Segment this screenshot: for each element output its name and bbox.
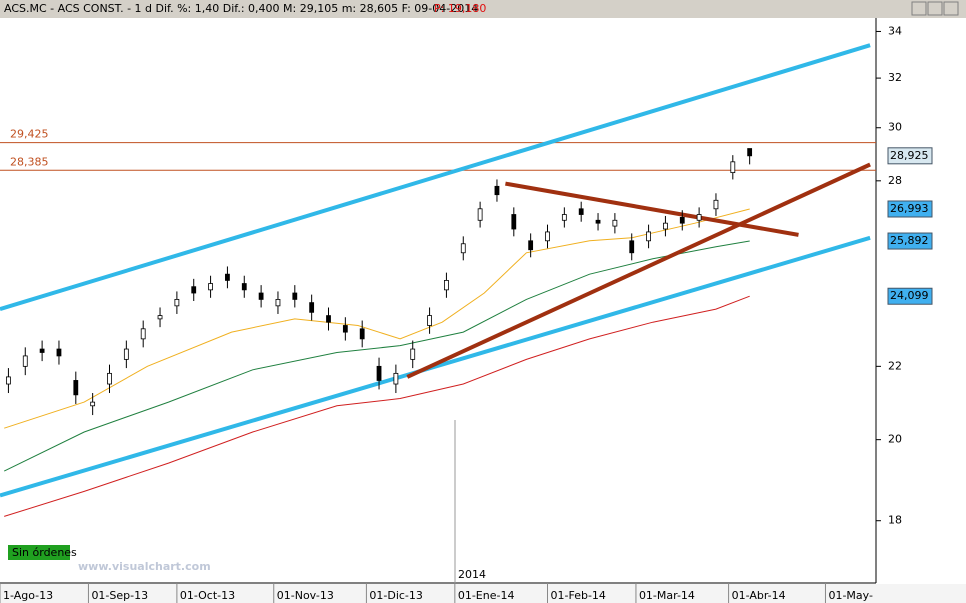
candle-body bbox=[309, 302, 315, 313]
x-tick-label: 1-Ago-13 bbox=[3, 589, 53, 602]
y-tick-label: 18 bbox=[888, 514, 902, 527]
candle-body bbox=[511, 214, 517, 230]
price-marker bbox=[887, 147, 933, 165]
y-tick-label: 28 bbox=[888, 174, 902, 187]
candle-body bbox=[140, 328, 146, 340]
candle-body bbox=[326, 315, 331, 323]
price-marker-label: 26,993 bbox=[890, 202, 929, 215]
candle-body bbox=[629, 240, 635, 254]
candle-body bbox=[494, 185, 500, 196]
price-marker-label: 24,099 bbox=[890, 289, 929, 302]
candle-body bbox=[612, 219, 618, 227]
level-label: 29,425 bbox=[10, 128, 49, 141]
candle-body bbox=[241, 283, 247, 291]
status-text: Sin órdenes bbox=[12, 546, 77, 559]
candle-body bbox=[157, 315, 163, 320]
candle-body bbox=[444, 280, 449, 291]
candle-body bbox=[393, 372, 399, 385]
y-tick-label: 34 bbox=[888, 24, 902, 37]
y-tick-label: 30 bbox=[888, 121, 902, 134]
maximize-button[interactable] bbox=[927, 1, 943, 16]
trend-line bbox=[0, 43, 871, 312]
candle-body bbox=[696, 214, 702, 221]
candle-body bbox=[545, 231, 550, 242]
x-tick-label: 01-Ene-14 bbox=[458, 589, 515, 602]
x-tick-label: 01-Sep-13 bbox=[91, 589, 148, 602]
x-tick-label: 01-Dic-13 bbox=[369, 589, 423, 602]
trend-line bbox=[406, 162, 871, 379]
candle-body bbox=[292, 292, 298, 300]
price-marker-label: 25,892 bbox=[890, 234, 929, 247]
candle-body bbox=[56, 348, 62, 357]
x-tick-label: 01-Abr-14 bbox=[732, 589, 786, 602]
candle-body bbox=[528, 240, 534, 251]
minimize-button[interactable] bbox=[911, 1, 927, 16]
x-tick-label: 01-Oct-13 bbox=[180, 589, 235, 602]
x-tick-label: 01-Feb-14 bbox=[551, 589, 606, 602]
moving-average bbox=[3, 240, 750, 472]
candle-body bbox=[258, 292, 264, 300]
x-tick-label: 01-May- bbox=[828, 589, 873, 602]
candle-body bbox=[713, 199, 719, 210]
candle-body bbox=[174, 299, 180, 307]
trend-line bbox=[0, 235, 871, 498]
title-bar bbox=[0, 0, 966, 18]
candle-body bbox=[22, 355, 28, 367]
candle-body bbox=[73, 380, 79, 396]
title-price: P: 19,180 bbox=[434, 2, 486, 15]
price-marker-label: 28,925 bbox=[890, 149, 929, 162]
chart-title: ACS.MC - ACS CONST. - 1 d Dif. %: 1,40 D… bbox=[4, 2, 478, 15]
price-marker bbox=[887, 287, 933, 305]
x-axis-strip bbox=[0, 584, 966, 603]
candle-body bbox=[107, 372, 112, 385]
candle-body bbox=[460, 243, 466, 254]
candle-body bbox=[561, 214, 567, 221]
y-tick-label: 32 bbox=[888, 71, 902, 84]
candle-body bbox=[225, 273, 230, 281]
candle-body bbox=[747, 148, 753, 157]
candle-body bbox=[410, 348, 416, 360]
y-tick-label: 22 bbox=[888, 359, 902, 372]
year-label: 2014 bbox=[458, 568, 486, 581]
y-tick-label: 20 bbox=[888, 433, 902, 446]
close-button[interactable] bbox=[943, 1, 959, 16]
candle-body bbox=[123, 348, 129, 360]
candle-body bbox=[191, 286, 197, 294]
candle-body bbox=[679, 216, 685, 224]
candle-body bbox=[342, 325, 348, 333]
candle-body bbox=[730, 161, 736, 174]
candle-body bbox=[39, 348, 45, 353]
candle-body bbox=[663, 222, 668, 230]
candle-body bbox=[578, 208, 584, 215]
watermark: www.visualchart.com bbox=[78, 560, 211, 573]
candle-body bbox=[208, 283, 213, 291]
candle-body bbox=[6, 376, 11, 385]
trend-line bbox=[505, 181, 799, 237]
price-marker bbox=[887, 232, 933, 250]
candle-body bbox=[427, 315, 432, 326]
status-box bbox=[8, 545, 70, 560]
candle-body bbox=[376, 365, 382, 381]
moving-average bbox=[4, 208, 750, 429]
x-tick-label: 01-Nov-13 bbox=[277, 589, 334, 602]
candle-body bbox=[477, 208, 483, 221]
level-label: 28,385 bbox=[10, 155, 49, 168]
price-marker bbox=[887, 200, 933, 218]
candle-body bbox=[646, 231, 651, 242]
candle-body bbox=[90, 401, 96, 407]
x-tick-label: 01-Mar-14 bbox=[639, 589, 695, 602]
candle-body bbox=[359, 328, 365, 340]
candle-body bbox=[275, 299, 281, 307]
candle-body bbox=[595, 219, 601, 224]
moving-average bbox=[4, 295, 750, 517]
